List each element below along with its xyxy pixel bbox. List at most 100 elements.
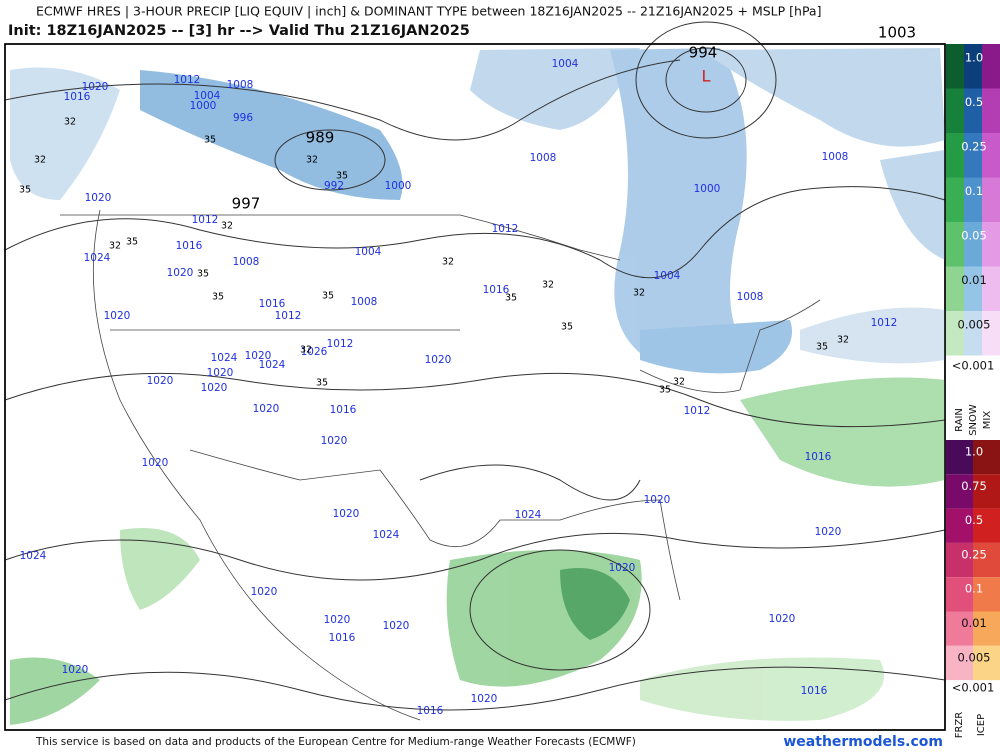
legend-level: 0.25 <box>961 547 987 561</box>
isobar-label: 1020 <box>142 457 169 469</box>
legend-swatch <box>973 577 1000 612</box>
legend-level: 0.01 <box>961 273 987 287</box>
isobar-label: 1020 <box>201 382 228 394</box>
thickness-label: 35 <box>816 342 828 353</box>
isobar-label: 1012 <box>684 405 711 417</box>
isobar-label: 1004 <box>355 246 382 258</box>
legend-level: 0.75 <box>961 479 987 493</box>
thickness-label: 32 <box>34 155 46 166</box>
isobar-label: 1016 <box>805 451 832 463</box>
legend-swatch <box>982 133 1000 178</box>
pressure-center: 989 <box>306 129 335 147</box>
legend-type: RAIN <box>954 408 965 432</box>
legend-swatch <box>964 44 982 89</box>
legend-level: 0.1 <box>965 582 983 596</box>
title: ECMWF HRES | 3-HOUR PRECIP [LIQ EQUIV | … <box>36 4 821 19</box>
legend-swatch <box>973 440 1000 475</box>
legend-swatch <box>946 542 973 578</box>
legend-swatch <box>973 474 1000 509</box>
thickness-label: 32 <box>300 345 312 356</box>
thickness-label: 32 <box>221 221 233 232</box>
legend-level: 0.25 <box>961 140 987 154</box>
legend-level: 1.0 <box>965 51 983 65</box>
isobar-label: 1020 <box>425 354 452 366</box>
isobar-label: 1024 <box>515 509 542 521</box>
isobar-label: 1020 <box>253 403 280 415</box>
isobar-label: 1020 <box>62 664 89 676</box>
thickness-label: 32 <box>109 241 121 252</box>
isobar-label: 1024 <box>20 550 47 562</box>
legend-swatch <box>964 133 982 178</box>
isobar-label: 1020 <box>104 310 131 322</box>
legend-swatch <box>946 508 973 543</box>
thickness-label: 35 <box>659 385 671 396</box>
legend-type: FRZR <box>954 712 965 739</box>
thickness-label: 32 <box>306 155 318 166</box>
isobar-label: 1000 <box>694 183 721 195</box>
isobar-label: 1016 <box>330 404 357 416</box>
pressure-center: 997 <box>232 195 261 213</box>
map-frame-edge <box>4 43 946 731</box>
isobar-label: 1012 <box>492 223 519 235</box>
thickness-label: 32 <box>837 335 849 346</box>
legend-level: 0.1 <box>965 184 983 198</box>
legend-swatch <box>946 577 973 612</box>
isobar-label: 1020 <box>769 613 796 625</box>
isobar-label: 1016 <box>329 632 356 644</box>
isobar-label: 1020 <box>609 562 636 574</box>
isobar-label: 1020 <box>85 192 112 204</box>
thickness-label: 32 <box>64 117 76 128</box>
isobar-label: 1008 <box>737 291 764 303</box>
legend-swatch <box>946 311 964 356</box>
legend-swatch <box>946 611 973 646</box>
subtitle: Init: 18Z16JAN2025 -- [3] hr --> Valid T… <box>8 23 470 39</box>
isobar-label: 1024 <box>373 529 400 541</box>
isobar-label: 1008 <box>530 152 557 164</box>
thickness-label: 35 <box>126 237 138 248</box>
legend-swatch <box>973 542 1000 578</box>
isobar-label: 996 <box>233 112 253 124</box>
isobar-label: 1020 <box>167 267 194 279</box>
isobar-label: 1016 <box>259 298 286 310</box>
legend-swatch <box>946 266 964 311</box>
legend-swatch <box>973 645 1000 681</box>
thickness-label: 35 <box>336 171 348 182</box>
isobar-label: 1012 <box>275 310 302 322</box>
legend-level: 0.005 <box>958 650 991 664</box>
legend-level: 1.0 <box>965 445 983 459</box>
thickness-label: 32 <box>633 288 645 299</box>
isobar-label: 1016 <box>64 91 91 103</box>
isobar-label: 1016 <box>801 685 828 697</box>
thickness-label: 35 <box>322 291 334 302</box>
legend-type: SNOW <box>968 404 979 436</box>
thickness-label: 35 <box>505 293 517 304</box>
legend-swatch <box>964 222 982 267</box>
isobar-label: 1020 <box>644 494 671 506</box>
legend-level: 0.005 <box>958 318 991 332</box>
isobar-label: 1012 <box>174 74 201 86</box>
isobar-label: 1000 <box>190 100 217 112</box>
isobar-label: 1016 <box>483 284 510 296</box>
thickness-label: 35 <box>197 269 209 280</box>
isobar-label: 1008 <box>233 256 260 268</box>
isobar-label: 1012 <box>192 214 219 226</box>
isobar-label: 1024 <box>211 352 238 364</box>
isobar-label: 1016 <box>176 240 203 252</box>
thickness-label: 35 <box>204 135 216 146</box>
borders <box>60 209 821 721</box>
legend-swatch <box>982 311 1000 356</box>
precip-shading <box>10 48 945 725</box>
isobar-label: 992 <box>324 180 344 192</box>
isobar-label: 1004 <box>654 270 681 282</box>
legend-swatch <box>982 177 1000 222</box>
footer-site: weathermodels.com <box>783 734 943 750</box>
thickness-label: 32 <box>542 280 554 291</box>
isobar-label: 1004 <box>552 58 579 70</box>
isobar-label: 1020 <box>324 614 351 626</box>
isobar-label: 1008 <box>351 296 378 308</box>
legend-level: 0.01 <box>961 616 987 630</box>
legend-swatch <box>964 266 982 311</box>
legend-swatch <box>946 474 973 509</box>
